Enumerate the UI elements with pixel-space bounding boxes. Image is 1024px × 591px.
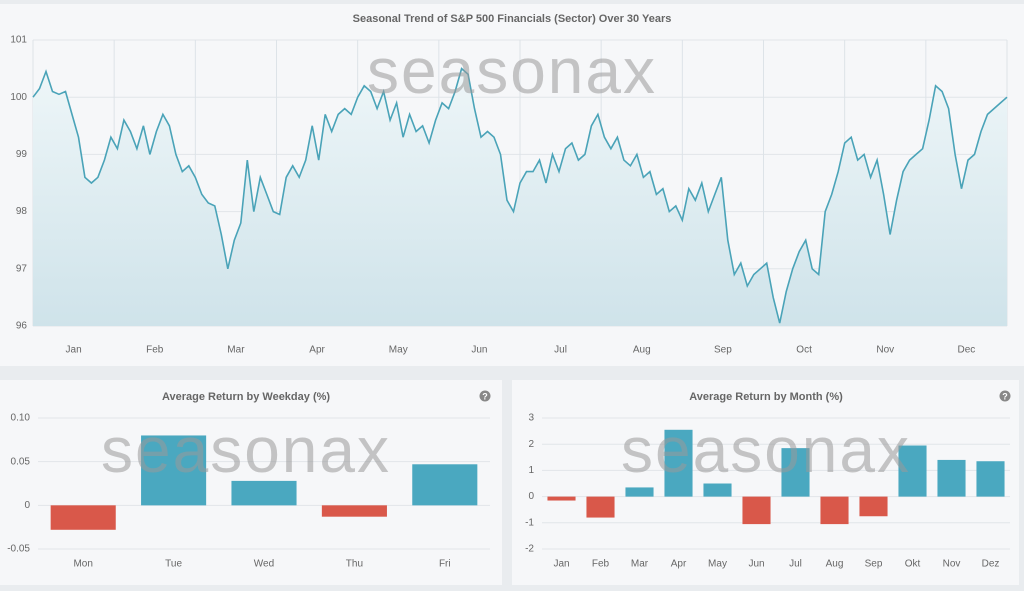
x-tick-label: Dec [958, 345, 976, 356]
chart-title: Average Return by Month (%) [689, 391, 843, 403]
x-tick-label: Jun [748, 559, 764, 570]
bar [547, 496, 576, 501]
y-tick-label: 2 [528, 439, 534, 450]
y-tick-label: -2 [525, 544, 534, 555]
x-tick-label: Sep [865, 559, 883, 570]
x-tick-label: Thu [346, 559, 363, 570]
x-tick-label: Oct [796, 345, 812, 356]
x-tick-label: Mon [73, 559, 92, 570]
help-icon[interactable] [999, 390, 1011, 402]
bar [141, 435, 207, 506]
watermark: seasonax [101, 414, 391, 486]
y-tick-label: 0 [528, 491, 534, 502]
y-tick-label: 100 [10, 92, 27, 103]
watermark: seasonax [367, 35, 657, 107]
line [32, 67, 1008, 324]
y-tick-label: -1 [525, 517, 534, 528]
y-tick-label: 99 [16, 149, 28, 160]
y-tick-label: 96 [16, 321, 28, 332]
x-tick-label: Apr [671, 559, 687, 570]
x-tick-label: Wed [254, 559, 274, 570]
y-tick-label: 3 [528, 413, 534, 424]
bar [859, 496, 888, 517]
bar [586, 496, 615, 518]
watermark: seasonax [621, 414, 911, 486]
x-tick-label: Feb [146, 345, 164, 356]
y-tick-label: 97 [16, 263, 28, 274]
help-icon-text: ? [482, 391, 488, 401]
x-tick-label: Apr [309, 345, 325, 356]
x-tick-label: Aug [633, 345, 651, 356]
x-tick-label: May [708, 559, 727, 570]
bar [50, 505, 116, 530]
bar [664, 429, 693, 497]
x-tick-label: Mar [227, 345, 245, 356]
y-tick-label: 0.05 [11, 456, 31, 467]
bar [781, 448, 810, 497]
y-tick-label: -0.05 [7, 544, 30, 555]
x-tick-label: Aug [826, 559, 844, 570]
x-tick-label: Jun [471, 345, 487, 356]
x-tick-label: Feb [592, 559, 610, 570]
x-tick-label: Tue [165, 559, 182, 570]
bar [937, 459, 966, 497]
help-icon-text: ? [1002, 391, 1008, 401]
bar [703, 483, 732, 497]
help-icon[interactable] [479, 390, 491, 402]
y-tick-label: 1 [528, 465, 534, 476]
x-tick-label: Fri [439, 559, 451, 570]
x-tick-label: Okt [905, 559, 921, 570]
x-tick-label: Nov [876, 345, 894, 356]
y-tick-label: 101 [10, 35, 27, 46]
bar [321, 505, 387, 517]
chart-title: Seasonal Trend of S&P 500 Financials (Se… [353, 13, 672, 25]
bar [976, 461, 1005, 497]
x-tick-label: Nov [943, 559, 961, 570]
x-tick-label: Sep [714, 345, 732, 356]
y-tick-label: 98 [16, 206, 28, 217]
x-tick-label: Jul [554, 345, 567, 356]
y-tick-label: 0.10 [11, 413, 31, 424]
area [33, 68, 1007, 326]
x-tick-label: Dez [982, 559, 1000, 570]
bar [625, 487, 654, 497]
bar [742, 496, 771, 525]
bar [231, 480, 297, 506]
x-tick-label: Jan [66, 345, 82, 356]
chart-title: Average Return by Weekday (%) [162, 391, 330, 403]
x-tick-label: May [389, 345, 408, 356]
bar [412, 464, 478, 506]
panel [512, 380, 1019, 585]
y-tick-label: 0 [24, 500, 30, 511]
x-tick-label: Jul [789, 559, 802, 570]
bar [820, 496, 849, 525]
x-tick-label: Mar [631, 559, 649, 570]
x-tick-label: Jan [553, 559, 569, 570]
bar [898, 445, 927, 497]
